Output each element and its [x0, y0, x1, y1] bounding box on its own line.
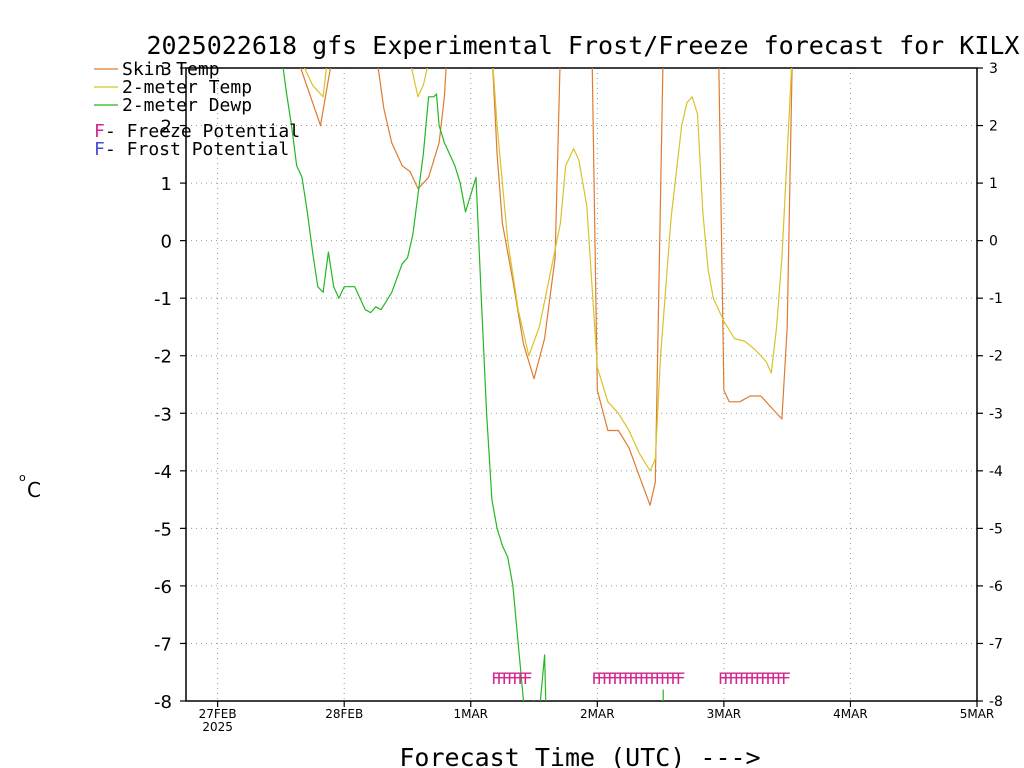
freeze-marker: F [781, 669, 791, 688]
freeze-marker: F [728, 669, 738, 688]
y-tick-label-right: 3 [989, 61, 998, 77]
y-tick-label: -7 [154, 634, 172, 655]
freeze-marker: F [634, 669, 644, 688]
freeze-marker: F [776, 669, 786, 688]
freeze-marker: F [612, 669, 622, 688]
freeze-marker: F [618, 669, 628, 688]
series-2-meter-dewp [282, 68, 547, 701]
y-tick-label-right: -8 [989, 694, 1003, 710]
legend-label: Skin Temp [122, 59, 220, 80]
freeze-marker: F [649, 669, 659, 688]
y-tick-label: -8 [154, 692, 172, 713]
y-tick-label: -5 [154, 519, 172, 540]
freeze-marker: F [517, 669, 527, 688]
legend-label: 2-meter Temp [122, 77, 252, 98]
y-axis-left: -8 -7 -6 -5 -4 -3 -2 -1 0 1 2 3 [154, 59, 186, 713]
chart-title: 2025022618 gfs Experimental Frost/Freeze… [147, 31, 1020, 60]
freeze-marker: F [512, 669, 522, 688]
y-tick-label-right: -3 [989, 406, 1003, 422]
y-tick-label-right: 0 [989, 234, 998, 250]
freeze-marker: F [628, 669, 638, 688]
x-tick-label: 27FEB [199, 707, 237, 721]
x-tick-label: 4MAR [833, 707, 868, 721]
freeze-marker: F [639, 669, 649, 688]
y-tick-label: -3 [154, 404, 172, 425]
freeze-marker: F [665, 669, 675, 688]
y-axis-right: -8 -7 -6 -5 -4 -3 -2 -1 0 1 2 3 [977, 61, 1003, 710]
y-tick-label-right: -4 [989, 464, 1003, 480]
legend-label: 2-meter Dewp [122, 95, 252, 116]
y-tick-label-right: -5 [989, 521, 1003, 537]
y-tick-label-right: 2 [989, 119, 998, 135]
freeze-marker: F [734, 669, 744, 688]
freeze-marker: F [718, 669, 728, 688]
x-tick-sublabel: 2025 [202, 720, 233, 734]
y-tick-label: 3 [161, 59, 172, 80]
x-tick-label: 28FEB [325, 707, 363, 721]
axes [185, 67, 978, 702]
freeze-marker: F [750, 669, 760, 688]
freeze-marker: F [491, 669, 501, 688]
freeze-marker: F [655, 669, 665, 688]
freeze-marker: F [496, 669, 506, 688]
freeze-marker: F [670, 669, 680, 688]
freeze-marker: F [623, 669, 633, 688]
y-tick-label: -4 [154, 462, 172, 483]
plot-frame [185, 67, 978, 702]
freeze-marker: F [507, 669, 517, 688]
legend-label: - Freeze Potential [105, 121, 300, 142]
y-tick-label-right: -6 [989, 579, 1003, 595]
x-axis: 27FEB202528FEB1MAR2MAR3MAR4MAR5MAR6MAR [199, 701, 995, 734]
freeze-marker: F [591, 669, 601, 688]
freeze-marker: F [660, 669, 670, 688]
freeze-marker: F [644, 669, 654, 688]
legend-label: - Frost Potential [105, 139, 289, 160]
freeze-marker: F [676, 669, 686, 688]
x-tick-label: 5MAR [960, 707, 995, 721]
freeze-marker: F [723, 669, 733, 688]
freeze-marker: F [765, 669, 775, 688]
y-tick-label: -2 [154, 347, 172, 368]
y-tick-label-right: -7 [989, 636, 1003, 652]
series-2-meter-temp [303, 68, 793, 472]
legend-symbol: F [94, 121, 105, 142]
series-lines [282, 68, 793, 701]
freeze-marker: F [502, 669, 512, 688]
grid [186, 68, 977, 701]
x-axis-label: Forecast Time (UTC) ---> [399, 743, 760, 768]
y-axis-label: o C [19, 471, 41, 502]
y-tick-label: 0 [161, 232, 172, 253]
freeze-marker: F [744, 669, 754, 688]
freeze-marker: F [597, 669, 607, 688]
y-tick-label: 2 [161, 117, 172, 138]
y-axis-label-unit: C [27, 478, 41, 502]
y-axis-label-degree: o [19, 471, 26, 484]
freeze-marker: F [755, 669, 765, 688]
freeze-marker: F [602, 669, 612, 688]
y-tick-label-right: -2 [989, 349, 1003, 365]
legend-symbol: F [94, 139, 105, 160]
y-tick-label: -1 [154, 289, 172, 310]
x-tick-label: 1MAR [453, 707, 488, 721]
x-tick-label: 2MAR [580, 707, 615, 721]
y-tick-label: 1 [161, 174, 172, 195]
freeze-marker: F [523, 669, 533, 688]
x-tick-label: 3MAR [707, 707, 742, 721]
freeze-marker: F [771, 669, 781, 688]
series-skin-temp [300, 68, 793, 506]
y-tick-label-right: -1 [989, 291, 1003, 307]
y-tick-label: -6 [154, 577, 172, 598]
freeze-marker: F [760, 669, 770, 688]
freeze-marker: F [607, 669, 617, 688]
freeze-marker: F [739, 669, 749, 688]
y-tick-label-right: 1 [989, 176, 998, 192]
